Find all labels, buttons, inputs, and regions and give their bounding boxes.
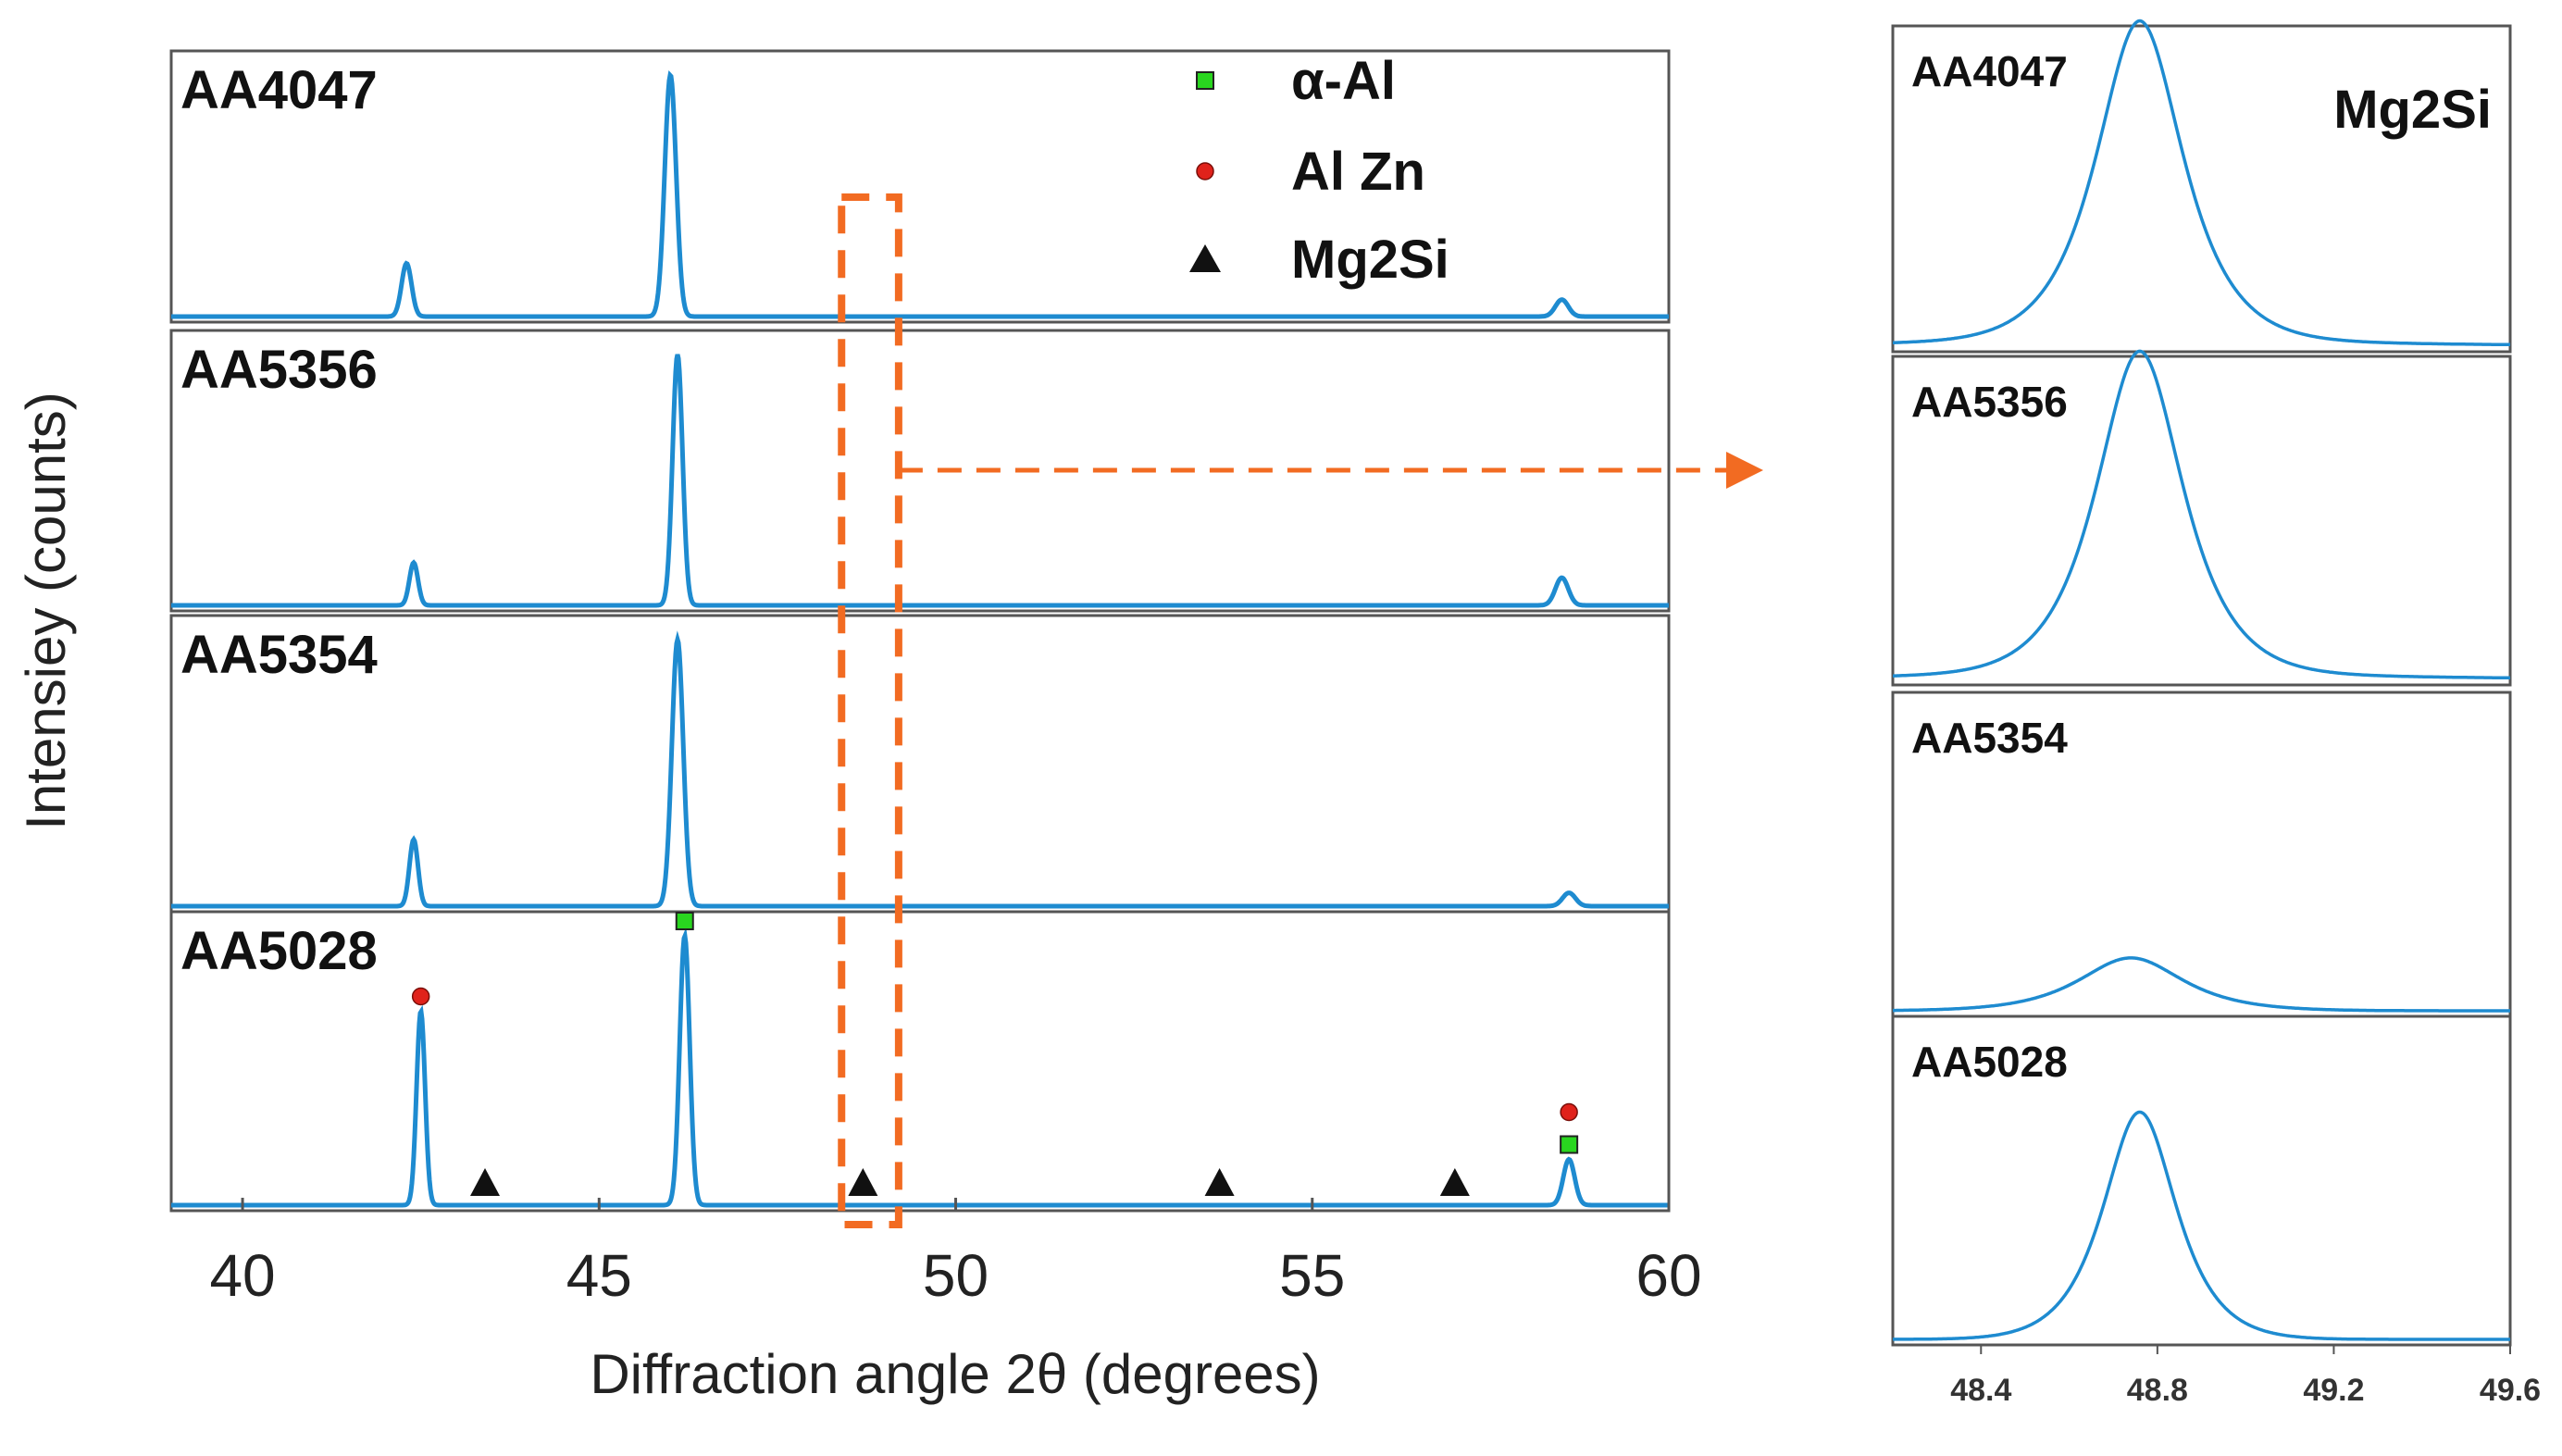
panel-aa5354: AA5354 [169, 614, 1671, 914]
highlight-arrowhead [1726, 452, 1763, 489]
legend-triangle-icon [1189, 244, 1221, 272]
al-zn-marker [1560, 1102, 1578, 1122]
mg2si-marker [848, 1168, 878, 1196]
zoom-trace-aa5354 [1893, 956, 2510, 1013]
panel-frame [169, 614, 1671, 914]
xrd-trace-aa4047 [171, 69, 1669, 319]
legend-label: Al Zn [1291, 142, 1425, 202]
legend-circle-icon [1196, 162, 1214, 180]
panel-frame [169, 329, 1671, 613]
zoom-panel-frame [1891, 1014, 2512, 1347]
zoom-panel-frame [1891, 24, 2512, 354]
main-x-axis: 40 45 50 55 60 [171, 1198, 1702, 1309]
zoom-panel-label-aa5356: AA5356 [1911, 378, 2068, 426]
al-zn-marker [411, 987, 430, 1006]
zoom-highlight [838, 193, 1763, 1228]
zoom-panel-aa4047: AA4047 [1891, 19, 2512, 354]
panel-label-aa5356: AA5356 [180, 340, 378, 400]
main-xrd-panels: AA4047 AA5356 AA5354 AA5028 [169, 49, 1671, 1213]
legend-square-icon [1196, 71, 1214, 90]
panel-aa5356: AA5356 [169, 329, 1671, 613]
alpha-al-marker [675, 912, 694, 930]
panel-frame [169, 910, 1671, 1213]
alpha-al-marker [1560, 1135, 1579, 1154]
zoom-panel-label-aa4047: AA4047 [1911, 47, 2068, 95]
x-tick-label: 40 [209, 1242, 275, 1309]
panel-frame [169, 49, 1671, 324]
panel-label-aa5354: AA5354 [180, 625, 378, 685]
x-axis-title: Diffraction angle 2θ (degrees) [590, 1343, 1320, 1405]
zoom-panel-label-aa5354: AA5354 [1911, 714, 2068, 762]
panel-label-aa5028: AA5028 [180, 921, 378, 981]
x-tick-label: 45 [566, 1242, 632, 1309]
zoom-panel-aa5356: AA5356 [1891, 349, 2512, 687]
zoom-x-tick-label: 49.2 [2303, 1373, 2364, 1408]
zoom-x-tick-label: 48.8 [2127, 1373, 2188, 1408]
highlight-box [838, 193, 902, 1228]
mg2si-marker [1204, 1168, 1235, 1196]
legend-label: Mg2Si [1291, 230, 1449, 290]
phase-legend: α-Al Al Zn Mg2Si [1189, 51, 1449, 290]
y-axis-title: Intensiey (counts) [15, 392, 77, 830]
mg2si-marker [1439, 1168, 1470, 1196]
zoom-trace-aa5356 [1893, 349, 2510, 680]
x-tick-label: 55 [1279, 1242, 1345, 1309]
zoom-panel-label-aa5028: AA5028 [1911, 1038, 2068, 1086]
x-tick-label: 50 [923, 1242, 989, 1309]
phase-markers [411, 912, 1579, 1196]
zoom-panel-frame [1891, 355, 2512, 687]
panel-aa5028: AA5028 [169, 910, 1671, 1213]
zoom-x-axis: 48.4 48.8 49.2 49.6 [1950, 1345, 2541, 1408]
zoom-trace-aa5028 [1893, 1110, 2510, 1341]
zoom-panel-aa5354: AA5354 [1891, 691, 2512, 1018]
x-tick-label: 60 [1635, 1242, 1701, 1309]
xrd-trace-aa5028 [171, 927, 1669, 1208]
mg2si-marker [470, 1168, 501, 1196]
zoom-title: Mg2Si [2333, 80, 2492, 140]
zoom-panels: AA4047 AA5356 AA5354 AA5028 Mg2Si [1891, 19, 2512, 1347]
panel-aa4047: AA4047 [169, 49, 1671, 324]
zoom-trace-aa4047 [1893, 19, 2510, 347]
xrd-trace-aa5356 [171, 354, 1669, 608]
zoom-x-tick-label: 48.4 [1950, 1373, 2011, 1408]
legend-label: α-Al [1291, 51, 1396, 111]
zoom-panel-aa5028: AA5028 [1891, 1014, 2512, 1347]
xrd-trace-aa5354 [171, 630, 1669, 909]
zoom-x-tick-label: 49.6 [2480, 1373, 2541, 1408]
panel-label-aa4047: AA4047 [180, 60, 378, 120]
